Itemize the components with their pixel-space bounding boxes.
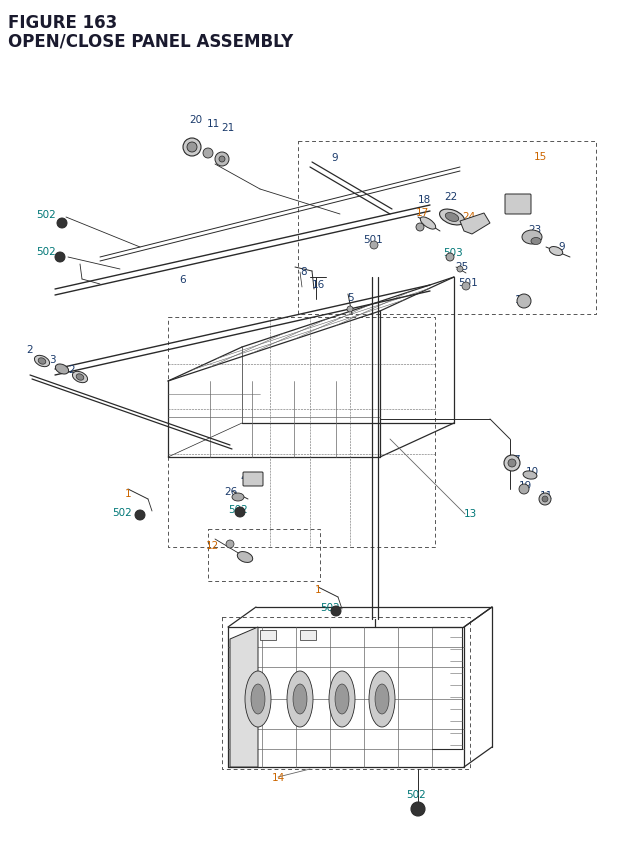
Text: 15: 15	[533, 152, 547, 162]
Text: 11: 11	[515, 294, 527, 305]
FancyBboxPatch shape	[505, 195, 531, 214]
Bar	[260, 630, 276, 641]
Text: 12: 12	[205, 541, 219, 550]
Text: 26: 26	[225, 486, 237, 497]
Text: 4: 4	[241, 473, 247, 482]
Ellipse shape	[440, 210, 465, 226]
Polygon shape	[230, 628, 258, 767]
FancyBboxPatch shape	[243, 473, 263, 486]
Text: 25: 25	[456, 262, 468, 272]
Text: 16: 16	[312, 280, 324, 289]
Ellipse shape	[237, 552, 253, 563]
Ellipse shape	[522, 231, 542, 245]
Text: 501: 501	[363, 235, 383, 245]
Ellipse shape	[287, 672, 313, 728]
Ellipse shape	[329, 672, 355, 728]
Text: 22: 22	[444, 192, 458, 201]
Text: 9: 9	[332, 152, 339, 163]
Ellipse shape	[232, 493, 244, 501]
Bar	[300, 630, 316, 641]
Ellipse shape	[523, 471, 537, 480]
Text: 2: 2	[68, 364, 76, 375]
Ellipse shape	[549, 247, 563, 257]
Circle shape	[508, 460, 516, 468]
Text: 502: 502	[36, 247, 56, 257]
Circle shape	[226, 541, 234, 548]
Ellipse shape	[420, 218, 436, 230]
Text: 1: 1	[315, 585, 321, 594]
Ellipse shape	[76, 375, 84, 381]
Text: 13: 13	[463, 508, 477, 518]
Text: 6: 6	[180, 275, 186, 285]
Text: 501: 501	[458, 278, 478, 288]
Circle shape	[462, 282, 470, 291]
Text: 502: 502	[320, 603, 340, 612]
Circle shape	[347, 307, 353, 313]
Circle shape	[517, 294, 531, 308]
Text: 27: 27	[515, 198, 527, 208]
Text: 20: 20	[189, 115, 203, 125]
Ellipse shape	[369, 672, 395, 728]
Text: 503: 503	[443, 248, 463, 257]
Text: 18: 18	[417, 195, 431, 205]
Ellipse shape	[38, 358, 46, 365]
Ellipse shape	[375, 684, 389, 714]
Circle shape	[370, 242, 378, 250]
Text: 502: 502	[406, 789, 426, 799]
Ellipse shape	[251, 684, 265, 714]
Circle shape	[203, 149, 213, 158]
Text: 3: 3	[49, 355, 55, 364]
Text: 19: 19	[518, 480, 532, 491]
Text: 2: 2	[27, 344, 33, 355]
Circle shape	[446, 254, 454, 262]
Text: 502: 502	[112, 507, 132, 517]
Text: 5: 5	[347, 293, 353, 303]
Circle shape	[183, 139, 201, 157]
Circle shape	[219, 157, 225, 163]
Ellipse shape	[72, 372, 88, 383]
Text: 7: 7	[513, 455, 519, 464]
Circle shape	[539, 493, 551, 505]
Text: 9: 9	[559, 242, 565, 251]
Circle shape	[331, 606, 341, 616]
Circle shape	[504, 455, 520, 472]
Text: 502: 502	[36, 210, 56, 220]
Text: 10: 10	[525, 467, 539, 476]
Text: 14: 14	[271, 772, 285, 782]
Text: 1: 1	[125, 488, 131, 499]
Circle shape	[135, 511, 145, 520]
Circle shape	[187, 143, 197, 152]
Circle shape	[411, 802, 425, 816]
Circle shape	[55, 253, 65, 263]
Ellipse shape	[335, 684, 349, 714]
Ellipse shape	[56, 364, 68, 375]
Circle shape	[235, 507, 245, 517]
Text: 11: 11	[540, 491, 552, 500]
Ellipse shape	[245, 672, 271, 728]
Circle shape	[457, 267, 463, 273]
Text: 502: 502	[228, 505, 248, 514]
Text: 11: 11	[206, 119, 220, 129]
Text: FIGURE 163: FIGURE 163	[8, 14, 117, 32]
Text: 23: 23	[529, 225, 541, 235]
Circle shape	[57, 219, 67, 229]
Text: 17: 17	[415, 208, 429, 218]
Text: 21: 21	[221, 123, 235, 133]
Polygon shape	[460, 214, 490, 235]
Ellipse shape	[293, 684, 307, 714]
Text: 8: 8	[301, 267, 307, 276]
Text: 24: 24	[462, 212, 476, 222]
Circle shape	[519, 485, 529, 494]
Circle shape	[215, 152, 229, 167]
Ellipse shape	[35, 356, 49, 368]
Circle shape	[542, 497, 548, 503]
Ellipse shape	[531, 238, 541, 245]
Circle shape	[416, 224, 424, 232]
Ellipse shape	[445, 214, 459, 222]
Text: OPEN/CLOSE PANEL ASSEMBLY: OPEN/CLOSE PANEL ASSEMBLY	[8, 32, 293, 50]
